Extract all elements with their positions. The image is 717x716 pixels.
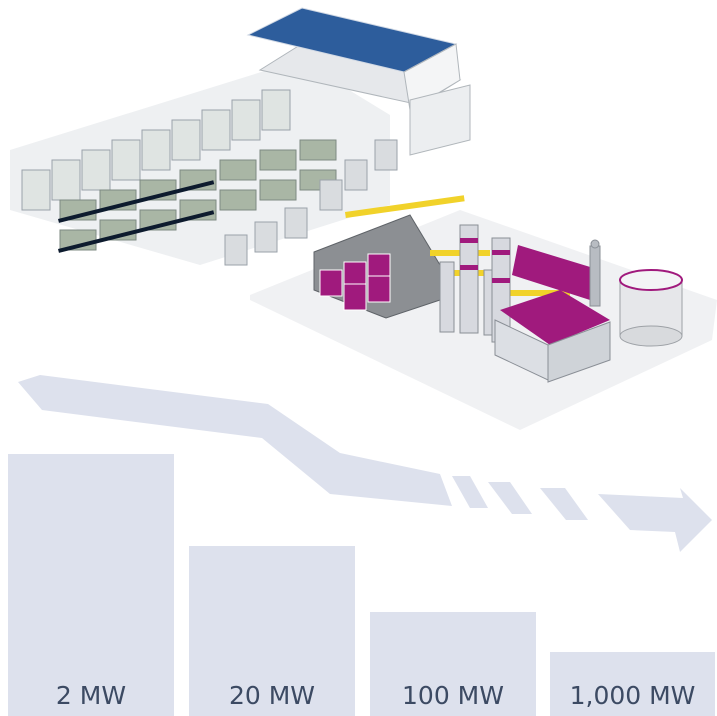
chemical-plant bbox=[250, 195, 717, 430]
capacity-bar-20mw: 20 MW bbox=[189, 546, 355, 716]
capacity-label: 100 MW bbox=[402, 681, 504, 710]
capacity-label: 1,000 MW bbox=[569, 681, 696, 710]
capacity-label: 2 MW bbox=[55, 681, 127, 710]
electrolyzer-modules-icon bbox=[21, 89, 291, 211]
solar-roof-building bbox=[246, 7, 471, 156]
capacity-bar-100mw: 100 MW bbox=[370, 612, 536, 716]
chimney-icon bbox=[589, 239, 601, 307]
capacity-label: 20 MW bbox=[228, 681, 316, 710]
capacity-bar-2mw: 2 MW bbox=[8, 454, 174, 716]
growth-arrow bbox=[18, 375, 712, 552]
electrolyzer-module-field bbox=[10, 60, 398, 266]
columns-icon bbox=[439, 224, 511, 343]
transformers-icon bbox=[224, 139, 398, 266]
capacity-bar-1000mw: 1,000 MW bbox=[550, 652, 715, 716]
storage-tank-icon bbox=[619, 269, 683, 347]
